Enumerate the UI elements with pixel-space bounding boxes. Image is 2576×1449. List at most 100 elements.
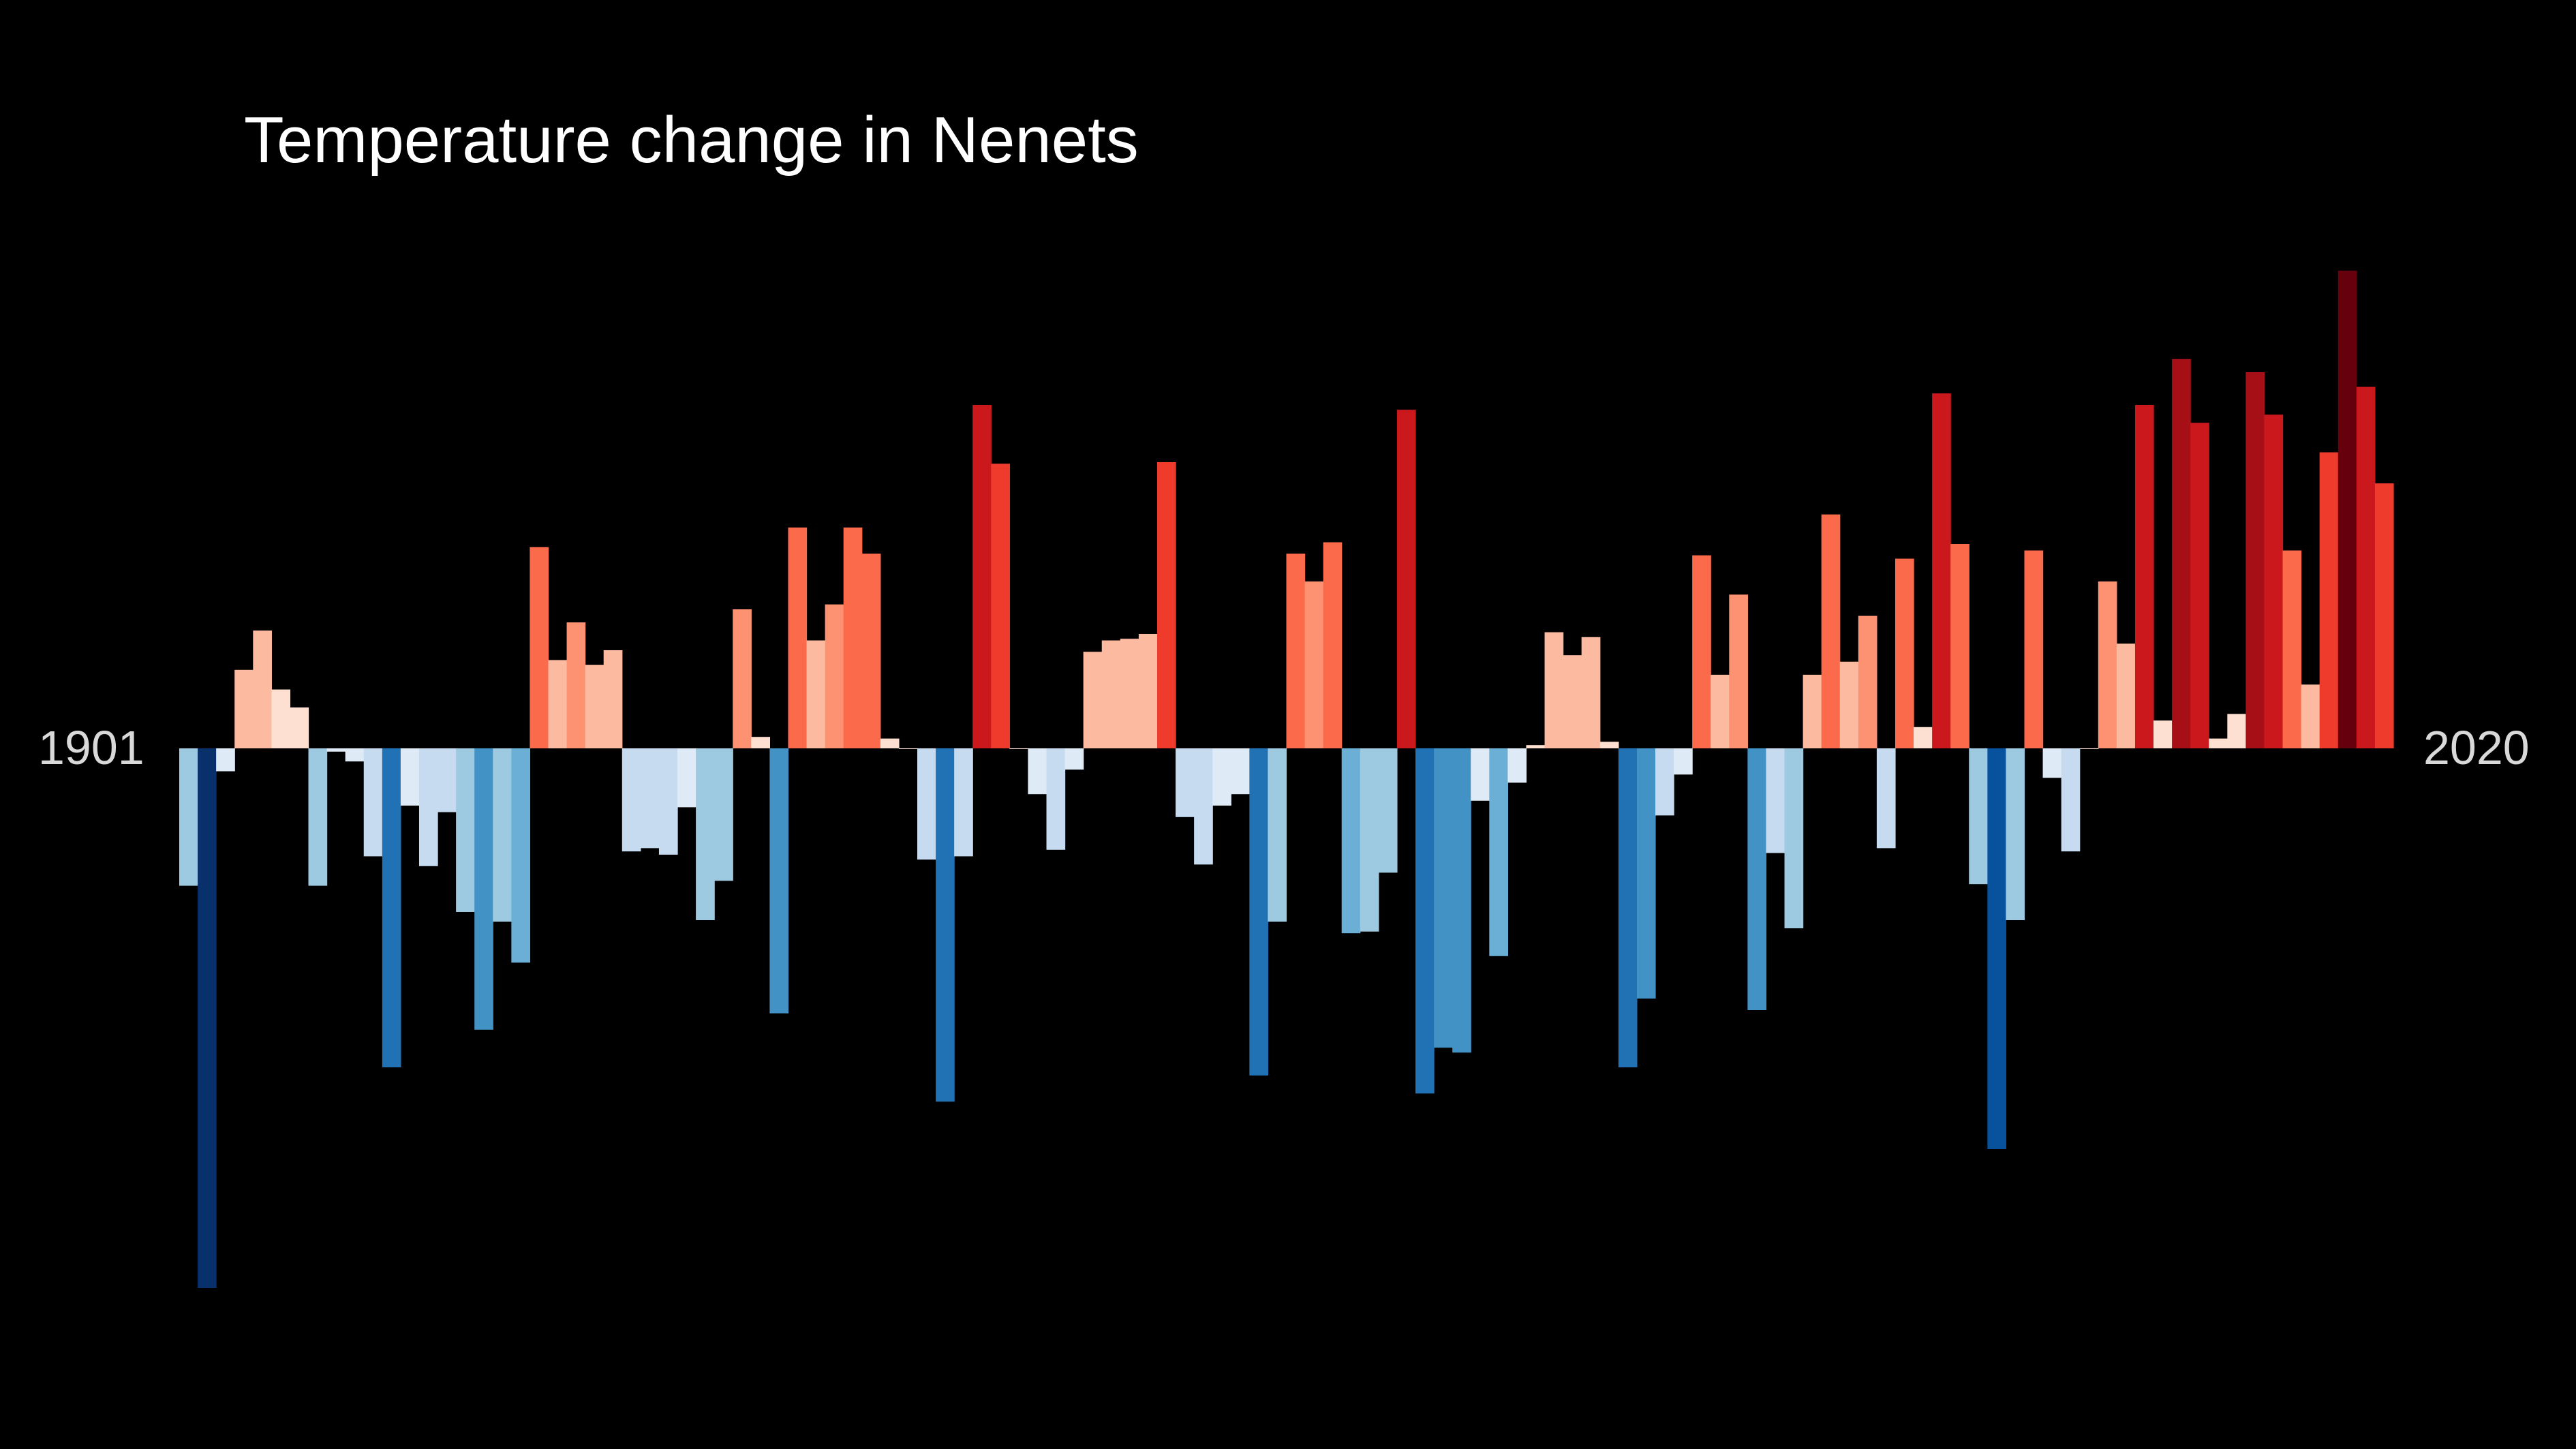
- bar-1941: [917, 748, 936, 860]
- bar-1982: [1674, 748, 1693, 775]
- bar-1903: [216, 748, 235, 772]
- bar-2016: [2301, 684, 2320, 748]
- bar-1944: [972, 405, 992, 748]
- bar-1928: [677, 748, 696, 808]
- bar-1935: [806, 640, 826, 748]
- bar-2002: [2042, 748, 2062, 778]
- bar-1911: [363, 748, 383, 857]
- bar-2007: [2134, 405, 2154, 748]
- bar-2005: [2098, 581, 2117, 748]
- bar-2014: [2264, 414, 2284, 748]
- bar-2000: [2006, 748, 2025, 920]
- bar-1961: [1286, 553, 1306, 748]
- bar-1987: [1766, 748, 1785, 853]
- bar-1919: [511, 748, 531, 963]
- bar-1906: [271, 689, 291, 748]
- bar-2006: [2116, 643, 2136, 748]
- bar-1924: [603, 650, 623, 748]
- bar-1938: [861, 553, 881, 748]
- bar-1929: [696, 748, 715, 920]
- bar-2008: [2153, 720, 2173, 748]
- start-year-label: 1901: [38, 721, 144, 774]
- bar-1984: [1711, 675, 1730, 748]
- bar-1946: [1009, 748, 1029, 749]
- bar-2011: [2209, 738, 2228, 748]
- bar-1902: [198, 748, 217, 1288]
- bar-1996: [1932, 393, 1951, 748]
- bar-1978: [1599, 742, 1619, 748]
- bar-2001: [2024, 550, 2044, 748]
- bar-1992: [1858, 615, 1877, 748]
- bar-1947: [1028, 748, 1047, 795]
- bar-1967: [1396, 410, 1416, 748]
- bar-2010: [2190, 423, 2209, 748]
- bar-1975: [1544, 632, 1564, 748]
- bar-1922: [566, 622, 586, 748]
- bar-1988: [1784, 748, 1804, 928]
- bar-1963: [1323, 542, 1343, 748]
- bar-1905: [253, 630, 272, 748]
- bar-1918: [493, 748, 512, 922]
- bar-1923: [585, 665, 604, 748]
- bar-1977: [1581, 637, 1601, 748]
- bar-2013: [2245, 372, 2265, 748]
- bar-2003: [2061, 748, 2081, 852]
- bar-1973: [1507, 748, 1527, 783]
- bar-1976: [1563, 655, 1582, 748]
- bar-1920: [530, 547, 549, 748]
- bar-1926: [640, 748, 660, 849]
- bar-1909: [326, 748, 346, 752]
- bar-1913: [400, 748, 420, 806]
- bar-1932: [751, 737, 770, 748]
- bar-1999: [1987, 748, 2007, 1149]
- bar-1974: [1526, 745, 1546, 748]
- bar-1995: [1914, 727, 1933, 748]
- bar-1934: [788, 528, 808, 748]
- bar-1916: [456, 748, 475, 912]
- bar-1931: [733, 609, 752, 748]
- bar-1950: [1083, 652, 1103, 748]
- bar-2019: [2356, 386, 2376, 748]
- bar-1983: [1692, 555, 1711, 748]
- bar-1972: [1489, 748, 1508, 956]
- bar-1955: [1176, 748, 1195, 817]
- bar-1960: [1268, 748, 1287, 922]
- bar-1970: [1452, 748, 1471, 1053]
- bar-1901: [179, 748, 198, 886]
- bar-2017: [2319, 452, 2339, 748]
- bar-1986: [1747, 748, 1767, 1010]
- bar-1957: [1212, 748, 1231, 806]
- bar-1942: [936, 748, 955, 1102]
- bar-1979: [1618, 748, 1638, 1067]
- bar-2009: [2172, 359, 2191, 748]
- bar-2018: [2337, 271, 2357, 748]
- bar-1925: [622, 748, 641, 852]
- bar-1964: [1341, 748, 1361, 934]
- bar-1965: [1360, 748, 1379, 932]
- bar-2020: [2374, 483, 2394, 748]
- bar-1994: [1895, 558, 1914, 748]
- bar-1952: [1120, 639, 1139, 748]
- bar-1962: [1304, 581, 1324, 748]
- bar-1991: [1839, 661, 1859, 748]
- bar-1998: [1969, 748, 1988, 885]
- bar-1945: [991, 463, 1010, 748]
- bar-1907: [290, 707, 309, 748]
- bar-1981: [1655, 748, 1674, 816]
- bar-1948: [1046, 748, 1066, 850]
- bar-1990: [1821, 514, 1841, 748]
- bar-1966: [1378, 748, 1398, 873]
- bar-1927: [658, 748, 678, 855]
- end-year-label: 2020: [2423, 721, 2530, 774]
- bar-1912: [382, 748, 401, 1067]
- bar-1993: [1876, 748, 1896, 849]
- bar-1959: [1249, 748, 1269, 1076]
- bar-2004: [2079, 748, 2099, 749]
- bar-1954: [1156, 462, 1176, 748]
- bar-1989: [1803, 675, 1822, 748]
- bar-1936: [825, 604, 844, 748]
- bar-1921: [548, 660, 568, 748]
- bar-1939: [880, 738, 900, 748]
